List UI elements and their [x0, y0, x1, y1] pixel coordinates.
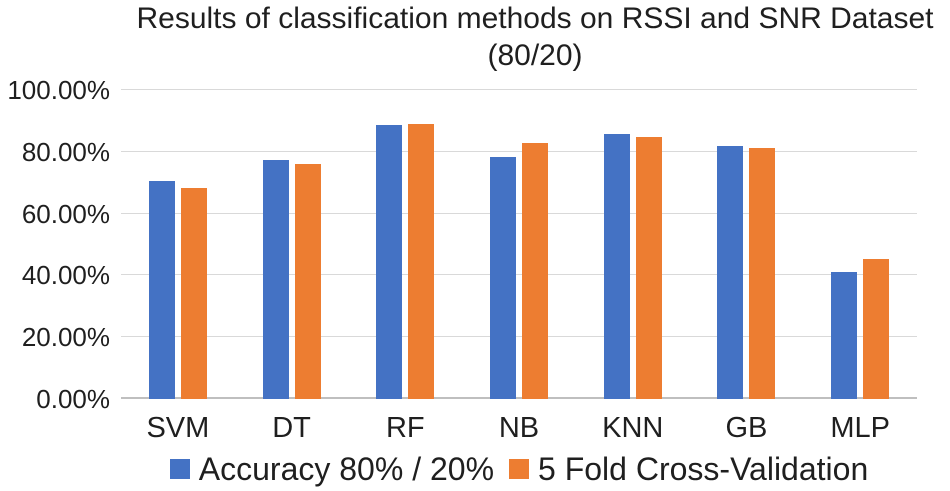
- x-axis: SVM DT RF NB KNN GB MLP: [121, 412, 917, 444]
- gridline-0: [121, 397, 917, 399]
- gridline-60: [121, 212, 917, 214]
- bar-group-knn: [576, 90, 690, 399]
- y-tick-label-0: 0.00%: [36, 384, 110, 414]
- legend-label-crossvalidation: 5 Fold Cross-Validation: [538, 451, 869, 487]
- x-tick-label-svm: SVM: [146, 412, 210, 444]
- bar-gb-series2: [749, 148, 776, 399]
- bar-group-mlp: [803, 90, 917, 399]
- x-tick-label-knn: KNN: [602, 412, 664, 444]
- y-tick-label-20: 20.00%: [21, 322, 110, 353]
- bar-svm-series2: [180, 188, 207, 399]
- legend: Accuracy 80% / 20% 5 Fold Cross-Validati…: [121, 450, 917, 488]
- gridline-80: [121, 150, 917, 152]
- y-axis: 0.00% 20.00% 40.00% 60.00% 80.00% 100.00%: [0, 77, 110, 412]
- legend-swatch-blue-icon: [169, 459, 190, 479]
- x-tick-label-gb: GB: [725, 412, 768, 444]
- bar-gb-series1: [717, 145, 744, 399]
- bar-dt-series1: [262, 160, 289, 399]
- chart-title-line1: Results of classification methods on RSS…: [136, 2, 934, 35]
- bar-group-dt: [235, 90, 349, 399]
- bar-mlp-series1: [831, 272, 858, 399]
- legend-label-accuracy: Accuracy 80% / 20%: [198, 451, 495, 487]
- gridline-100: [121, 89, 917, 90]
- y-tick-label-60: 60.00%: [21, 198, 110, 229]
- plot-area: [121, 89, 917, 399]
- bar-mlp-series2: [863, 258, 890, 399]
- x-tick-label-dt: DT: [272, 412, 311, 444]
- bar-dt-series2: [294, 164, 321, 399]
- bar-group-svm: [121, 90, 235, 399]
- bar-rf-series1: [376, 124, 403, 399]
- x-tick-label-rf: RF: [385, 412, 425, 444]
- bar-nb-series1: [490, 157, 517, 399]
- legend-swatch-orange-icon: [509, 459, 530, 479]
- gridline-20: [121, 336, 917, 338]
- bar-nb-series2: [522, 142, 549, 399]
- y-tick-label-80: 80.00%: [21, 136, 110, 167]
- y-tick-label-40: 40.00%: [21, 260, 110, 291]
- legend-item-accuracy: Accuracy 80% / 20%: [169, 451, 495, 487]
- y-tick-label-100: 100.00%: [7, 75, 110, 105]
- bar-knn-series2: [635, 136, 662, 399]
- x-tick-label-mlp: MLP: [830, 412, 890, 444]
- bar-rf-series2: [408, 123, 435, 399]
- bar-groups: [121, 90, 917, 399]
- bar-group-rf: [348, 90, 462, 399]
- bar-group-gb: [690, 90, 804, 399]
- chart-title: Results of classification methods on RSS…: [120, 0, 950, 74]
- bar-group-nb: [462, 90, 576, 399]
- chart-title-line2: (80/20): [487, 39, 583, 72]
- bar-knn-series1: [603, 133, 630, 399]
- bar-svm-series1: [148, 181, 175, 399]
- x-tick-label-nb: NB: [498, 412, 540, 444]
- legend-item-crossvalidation: 5 Fold Cross-Validation: [509, 451, 868, 487]
- gridline-40: [121, 274, 917, 276]
